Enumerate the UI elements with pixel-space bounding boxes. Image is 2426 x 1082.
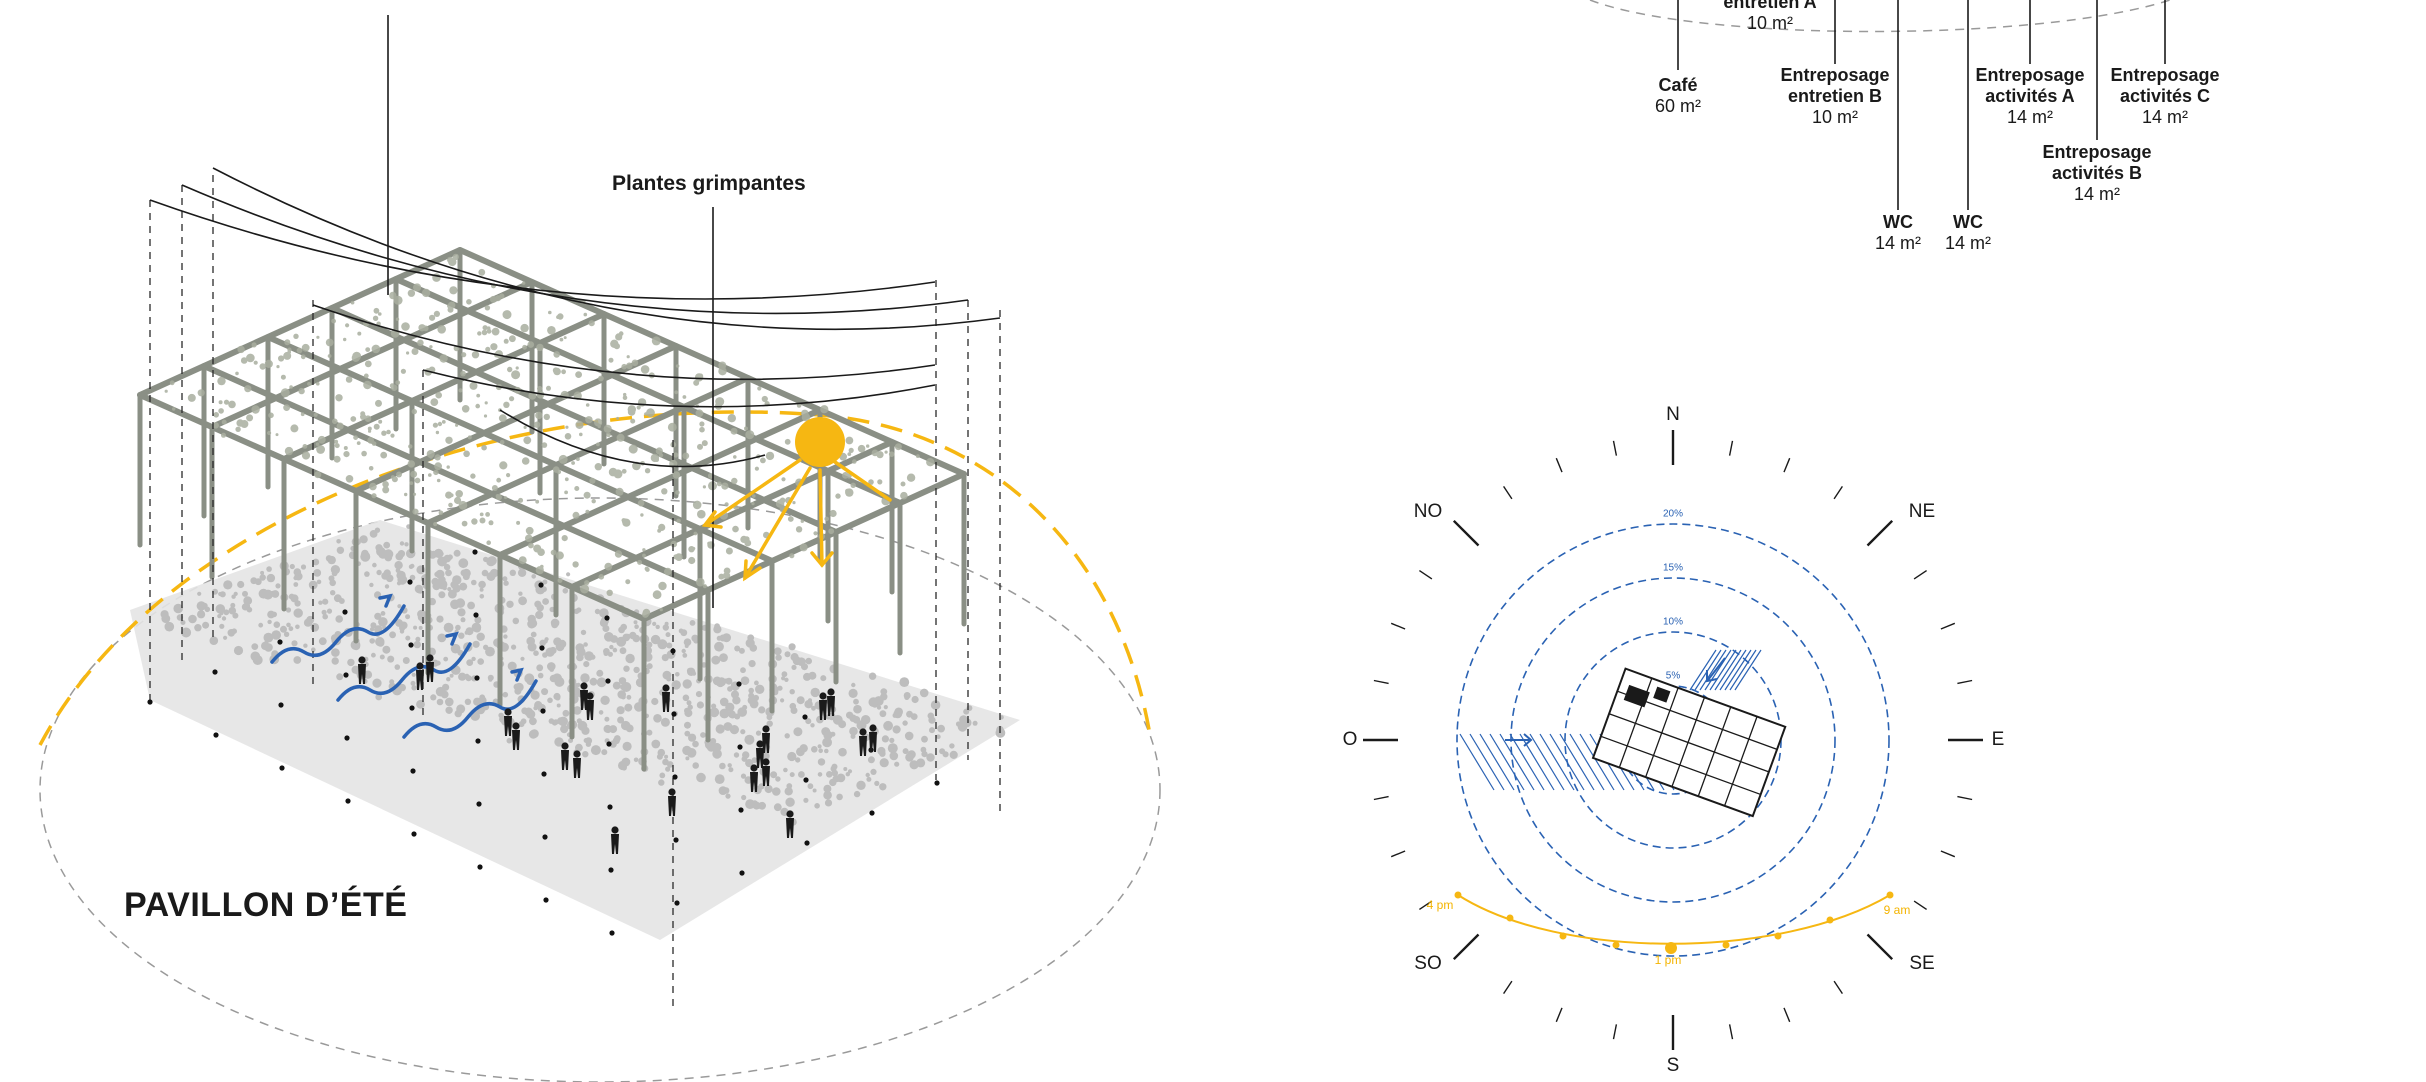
compass-n: N <box>1666 404 1680 426</box>
sun-time-9am: 9 am <box>1884 903 1911 917</box>
sun-time-4pm: 4 pm <box>1427 898 1454 912</box>
ring-label-10: 10% <box>1663 617 1683 628</box>
site-plan <box>1593 669 1785 816</box>
compass-se: SE <box>1909 953 1934 975</box>
sun-time-1pm: 1 pm <box>1655 953 1682 967</box>
ring-label-15: 15% <box>1663 563 1683 574</box>
compass-no: NO <box>1414 501 1443 523</box>
ring-label-5: 5% <box>1666 671 1680 682</box>
compass-e: E <box>1992 729 2005 751</box>
sun-position-dots <box>1455 892 1894 949</box>
compass-ne: NE <box>1909 501 1935 523</box>
ring-label-20: 20% <box>1663 509 1683 520</box>
compass-s: S <box>1667 1055 1680 1077</box>
compass-o: O <box>1343 729 1358 751</box>
compass-so: SO <box>1414 953 1441 975</box>
